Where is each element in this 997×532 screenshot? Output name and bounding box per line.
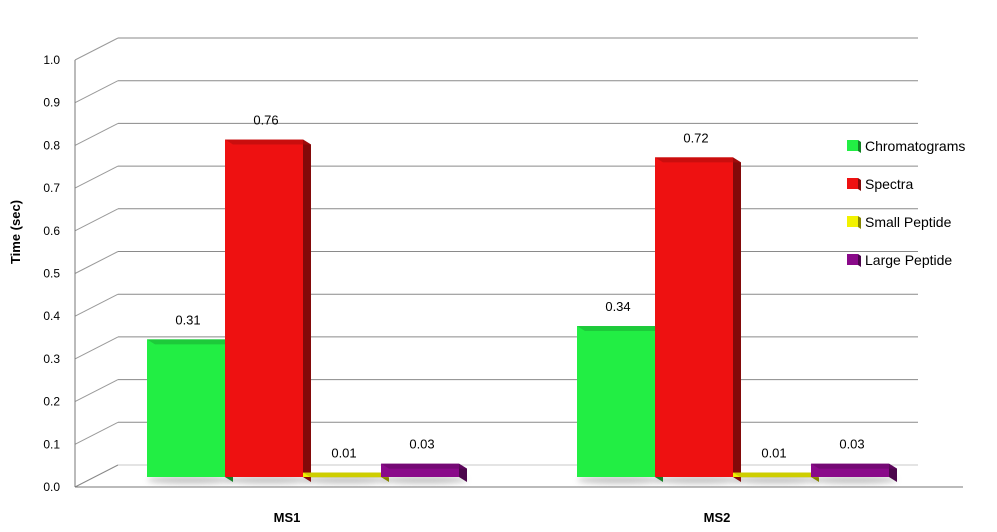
bar-top bbox=[811, 463, 897, 469]
bar bbox=[225, 139, 311, 482]
legend-item: Small Peptide bbox=[847, 214, 952, 230]
legend-swatch bbox=[847, 254, 858, 265]
legend-swatch bbox=[847, 178, 858, 189]
bar bbox=[811, 463, 897, 482]
data-label: 0.01 bbox=[331, 446, 356, 461]
gridline-side bbox=[74, 122, 119, 146]
y-tick-label: 0.7 bbox=[43, 181, 60, 195]
data-labels: 0.31 0.76 0.01 0.03 0.34 0.72 0.01 0.03 bbox=[175, 113, 864, 461]
gridline-side bbox=[74, 336, 119, 360]
bar-front bbox=[655, 157, 733, 477]
legend-item: Spectra bbox=[847, 176, 913, 192]
data-label: 0.76 bbox=[253, 113, 278, 128]
gridline-side bbox=[74, 208, 119, 232]
gridline-side bbox=[74, 379, 119, 403]
bar-side bbox=[733, 157, 741, 482]
x-category-label: MS1 bbox=[274, 510, 301, 525]
y-tick-label: 0.0 bbox=[43, 480, 60, 494]
data-label: 0.34 bbox=[605, 299, 630, 314]
bar-top bbox=[303, 472, 389, 478]
data-label: 0.31 bbox=[175, 312, 200, 327]
bar bbox=[147, 339, 233, 482]
bar-top bbox=[733, 472, 819, 478]
legend: Chromatograms Spectra Small Peptide Large P… bbox=[847, 138, 965, 268]
bar-shadows bbox=[147, 476, 897, 484]
bar-top bbox=[225, 139, 311, 145]
y-tick-label: 0.9 bbox=[43, 96, 60, 110]
y-tick-label: 1.0 bbox=[43, 53, 60, 67]
x-axis-categories: MS1 MS2 bbox=[274, 510, 731, 525]
legend-swatch-side bbox=[858, 216, 861, 229]
bar-shadow bbox=[225, 476, 311, 484]
y-tick-label: 0.1 bbox=[43, 437, 60, 451]
gridline-side bbox=[74, 251, 119, 274]
legend-label: Large Peptide bbox=[865, 252, 952, 268]
bar-top bbox=[655, 157, 741, 163]
bars bbox=[147, 139, 897, 482]
legend-swatch-side bbox=[858, 178, 861, 191]
bar-top bbox=[381, 463, 467, 469]
y-tick-label: 0.5 bbox=[43, 267, 60, 281]
gridline-side bbox=[74, 464, 119, 488]
gridline-side bbox=[74, 293, 119, 317]
y-tick-label: 0.3 bbox=[43, 352, 60, 366]
y-tick-label: 0.6 bbox=[43, 224, 60, 238]
bar-front bbox=[225, 139, 303, 477]
y-tick-label: 0.8 bbox=[43, 138, 60, 152]
bar bbox=[577, 326, 663, 482]
y-tick-label: 0.2 bbox=[43, 395, 60, 409]
bar-shadow bbox=[381, 476, 467, 484]
bar-front bbox=[577, 326, 655, 477]
bar bbox=[381, 463, 467, 482]
bar-shadow bbox=[733, 476, 819, 484]
legend-label: Small Peptide bbox=[865, 214, 952, 230]
gridline-side bbox=[74, 80, 119, 104]
data-label: 0.72 bbox=[683, 130, 708, 145]
data-label: 0.01 bbox=[761, 446, 786, 461]
bar-shadow bbox=[147, 476, 233, 484]
legend-item: Large Peptide bbox=[847, 252, 952, 268]
bar-shadow bbox=[811, 476, 897, 484]
gridline-side bbox=[74, 165, 119, 189]
bar-shadow bbox=[303, 476, 389, 484]
legend-swatch bbox=[847, 216, 858, 227]
bar-top bbox=[577, 326, 663, 332]
data-label: 0.03 bbox=[409, 437, 434, 452]
y-axis-label: Time (sec) bbox=[8, 200, 23, 264]
bar-shadow bbox=[577, 476, 663, 484]
legend-label: Chromatograms bbox=[865, 138, 965, 154]
y-tick-label: 0.4 bbox=[43, 309, 60, 323]
x-category-label: MS2 bbox=[704, 510, 731, 525]
bar-shadow bbox=[655, 476, 741, 484]
y-axis-ticks: 0.0 0.1 0.2 0.3 0.4 0.5 0.6 0.7 0.8 0.9 1.0 bbox=[43, 53, 60, 494]
legend-item: Chromatograms bbox=[847, 138, 965, 154]
bar-side bbox=[303, 139, 311, 482]
bar-front bbox=[147, 339, 225, 477]
bar-top bbox=[147, 339, 233, 345]
legend-swatch-side bbox=[858, 254, 861, 267]
legend-swatch bbox=[847, 140, 858, 151]
gridline-side bbox=[74, 421, 119, 445]
bar bbox=[655, 157, 741, 482]
data-label: 0.03 bbox=[839, 437, 864, 452]
gridline-side bbox=[74, 37, 119, 61]
legend-label: Spectra bbox=[865, 176, 913, 192]
legend-swatch-side bbox=[858, 140, 861, 153]
